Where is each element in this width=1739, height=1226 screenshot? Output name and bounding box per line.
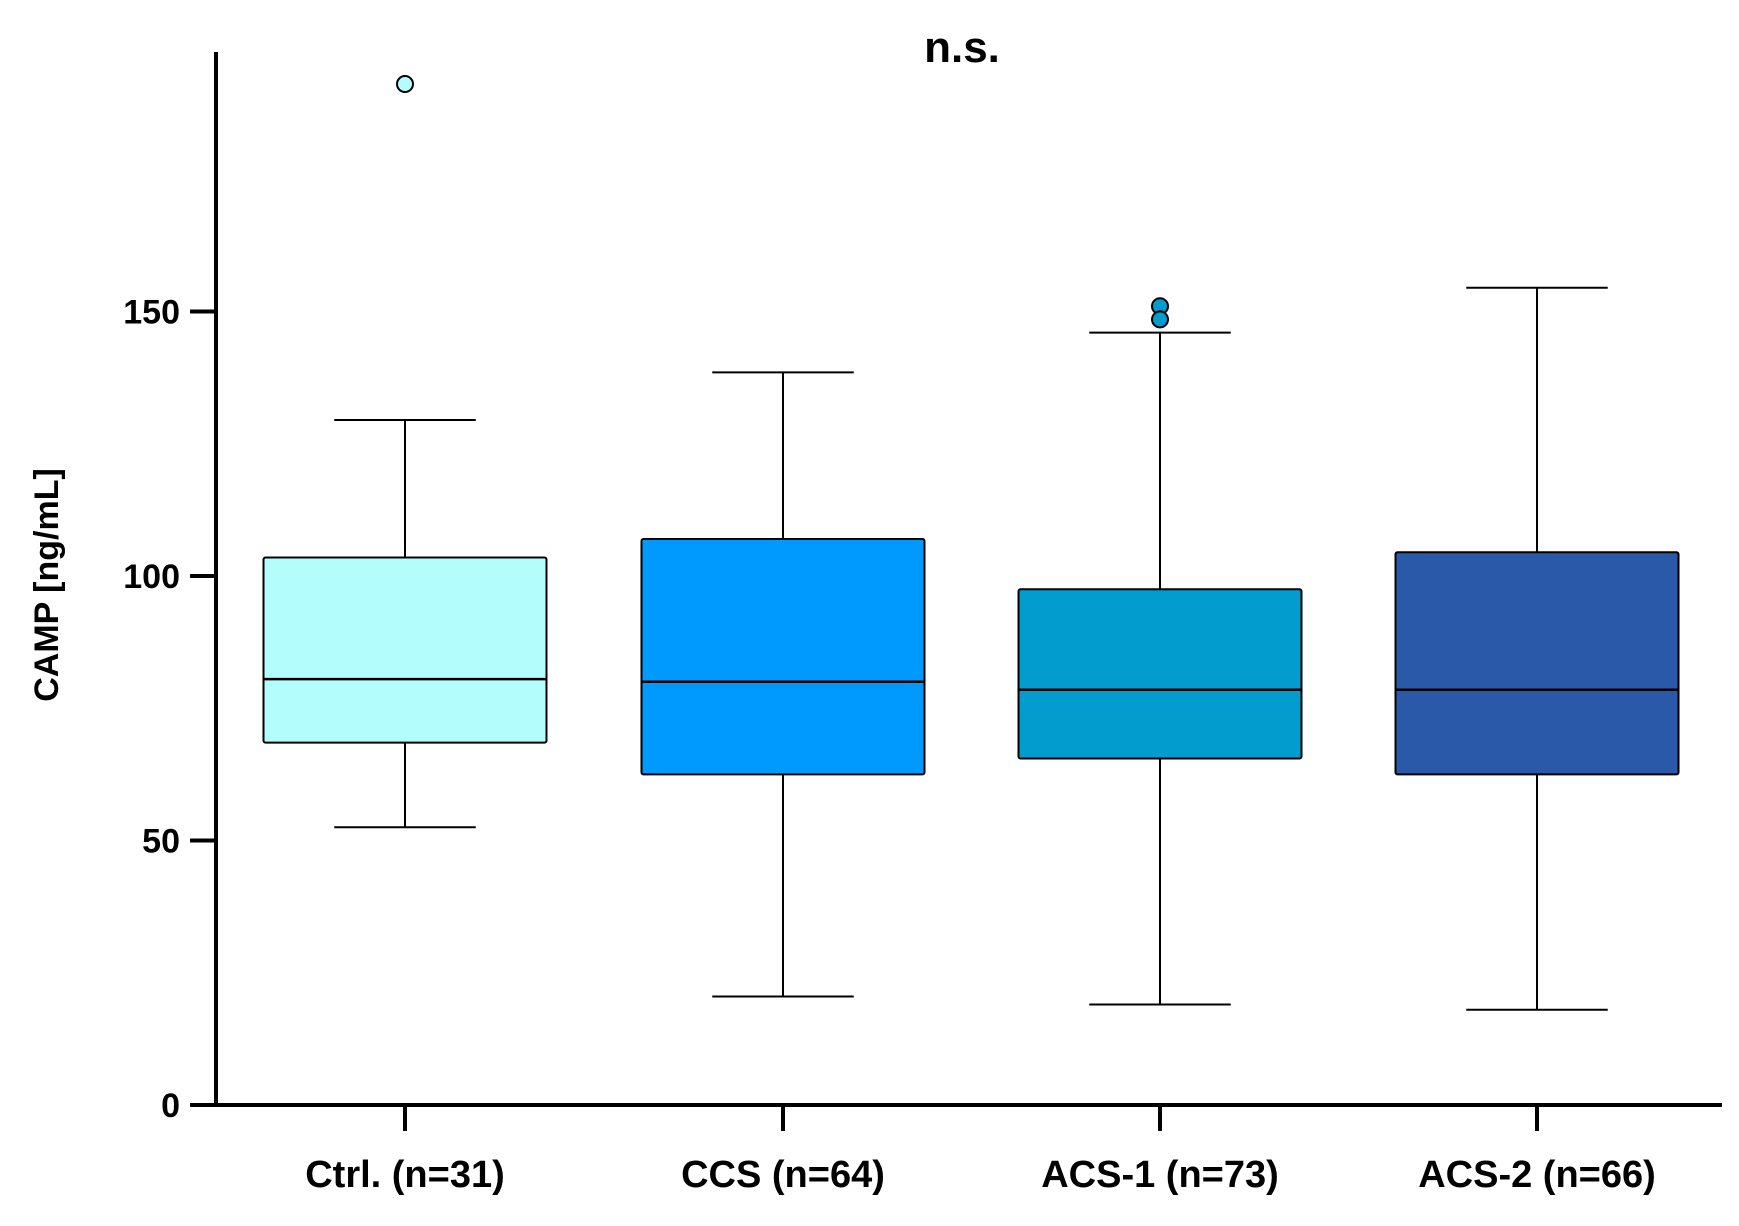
box-group-3 xyxy=(1017,297,1303,1006)
x-tick-label: Ctrl. (n=31) xyxy=(305,1154,505,1196)
box-group-1 xyxy=(262,75,548,829)
outlier-point xyxy=(396,75,414,94)
y-axis-title: CAMP [ng/mL] xyxy=(28,468,66,702)
outlier-point xyxy=(1151,310,1169,329)
y-tick-label: 0 xyxy=(161,1087,180,1125)
chart-title: n.s. xyxy=(924,23,1000,72)
x-tick-label: ACS-1 (n=73) xyxy=(1041,1154,1279,1196)
y-tick-label: 150 xyxy=(123,294,180,332)
x-tick-label: CCS (n=64) xyxy=(681,1154,885,1196)
iqr-box xyxy=(262,556,548,744)
iqr-box xyxy=(640,537,926,776)
iqr-box xyxy=(1394,551,1680,776)
box-group-2 xyxy=(640,371,926,998)
chart-axes: 0 50 100 150 Ctrl. (n=31) CCS (n=64) ACS-1 (n=… xyxy=(123,52,1722,1196)
x-tick-label: ACS-2 (n=66) xyxy=(1418,1154,1656,1196)
y-tick-label: 100 xyxy=(123,558,180,596)
iqr-box xyxy=(1017,588,1303,760)
chart-marks xyxy=(262,75,1680,1011)
y-tick-label: 50 xyxy=(142,823,180,861)
box-group-4 xyxy=(1394,286,1680,1011)
